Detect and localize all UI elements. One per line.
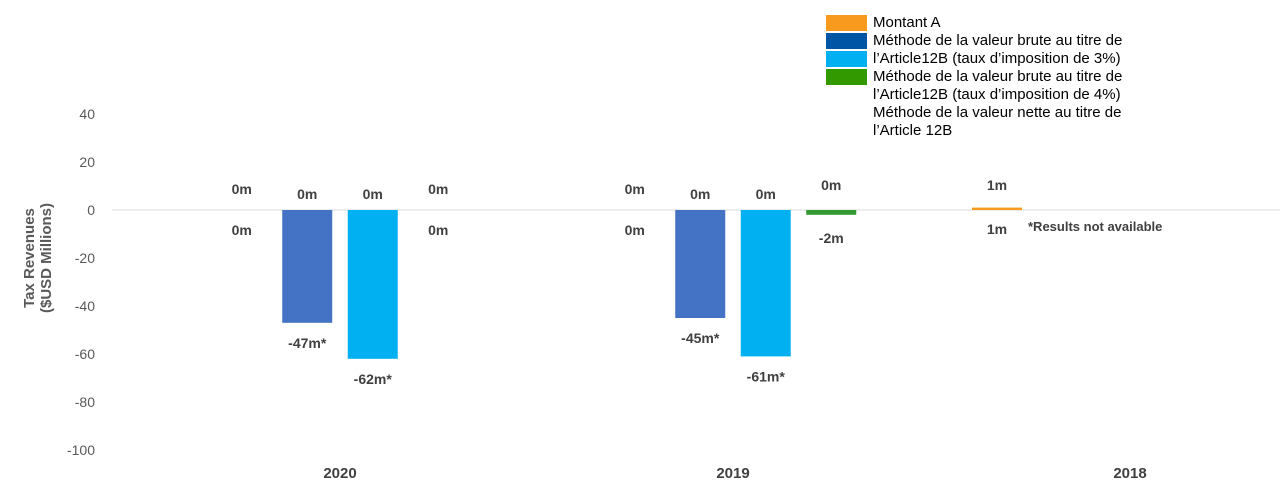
data-label: -47m* xyxy=(288,335,327,351)
y-tick-label: -80 xyxy=(75,394,95,410)
bars xyxy=(282,207,1022,359)
legend-label: Méthode de la valeur brute au titre de xyxy=(873,68,1123,85)
legend-entry: l’Article12B (taux d’imposition de 3%) xyxy=(826,50,1203,68)
bar xyxy=(675,210,726,318)
data-label: 0m xyxy=(821,177,841,193)
data-label: -45m* xyxy=(681,330,720,346)
data-label: -2m xyxy=(819,230,844,246)
bar xyxy=(282,210,333,323)
legend-label: Méthode de la valeur brute au titre de xyxy=(873,32,1123,49)
y-tick-label: 0 xyxy=(87,202,95,218)
legend-swatch xyxy=(826,15,867,31)
bar xyxy=(972,207,1022,210)
data-labels: 0m 0m 0m -47m* 0m -62m* 0m 0m 0m 0m 0m -45m* 0m -61m*… xyxy=(232,177,1007,387)
x-tick-label: 2019 xyxy=(716,465,749,482)
legend-swatch xyxy=(826,51,867,67)
legend-swatch xyxy=(826,87,867,103)
legend-entry: Méthode de la valeur brute au titre de xyxy=(826,32,1203,50)
legend: Montant A Méthode de la valeur brute au t… xyxy=(826,14,1203,140)
data-label: 0m xyxy=(625,222,645,238)
data-label: 0m xyxy=(428,222,448,238)
data-label: 0m xyxy=(232,222,252,238)
data-label: 0m xyxy=(232,181,252,197)
y-tick-label: 40 xyxy=(79,106,95,122)
data-label: 0m xyxy=(363,186,383,202)
x-axis: 2020 2019 2018 xyxy=(323,465,1146,482)
data-label: -62m* xyxy=(354,371,393,387)
y-tick-label: 20 xyxy=(79,154,95,170)
legend-label: l’Article 12B xyxy=(873,122,953,139)
legend-label: Montant A xyxy=(873,14,941,31)
bar xyxy=(806,210,857,215)
y-tick-label: -20 xyxy=(75,250,95,266)
x-tick-label: 2020 xyxy=(323,465,356,482)
legend-entry: l’Article12B (taux d’imposition de 4%) xyxy=(826,86,1203,104)
y-tick-label: -40 xyxy=(75,298,95,314)
data-label: 1m xyxy=(987,221,1007,237)
bar xyxy=(347,210,398,359)
legend-entry: Méthode de la valeur brute au titre de xyxy=(826,68,1203,86)
y-tick-label: -60 xyxy=(75,346,95,362)
y-axis-label: Tax Revenues($USD Millions) xyxy=(21,203,55,313)
x-tick-label: 2018 xyxy=(1113,465,1146,482)
legend-swatch xyxy=(826,33,867,49)
legend-label: l’Article12B (taux d’imposition de 3%) xyxy=(873,50,1121,67)
legend-label: l’Article12B (taux d’imposition de 4%) xyxy=(873,86,1121,103)
data-label: 0m xyxy=(428,181,448,197)
data-label: 0m xyxy=(297,186,317,202)
legend-entry: l’Article 12B xyxy=(826,122,1203,140)
y-axis: 40 20 0 -20 -40 -60 -80 -100 xyxy=(67,106,95,458)
data-label: 0m xyxy=(625,181,645,197)
data-label: 1m xyxy=(987,177,1007,193)
bar xyxy=(740,210,791,357)
data-label: -61m* xyxy=(747,368,786,384)
y-tick-label: -100 xyxy=(67,442,95,458)
legend-swatch xyxy=(826,69,867,85)
annotation-results-not-available: *Results not available xyxy=(1028,219,1162,234)
legend-label: Méthode de la valeur nette au titre de xyxy=(873,104,1122,121)
legend-swatch xyxy=(826,105,867,121)
data-label: 0m xyxy=(690,186,710,202)
legend-swatch xyxy=(826,123,867,139)
data-label: 0m xyxy=(756,186,776,202)
legend-entry: Montant A xyxy=(826,14,1203,32)
legend-entry: Méthode de la valeur nette au titre de xyxy=(826,104,1203,122)
